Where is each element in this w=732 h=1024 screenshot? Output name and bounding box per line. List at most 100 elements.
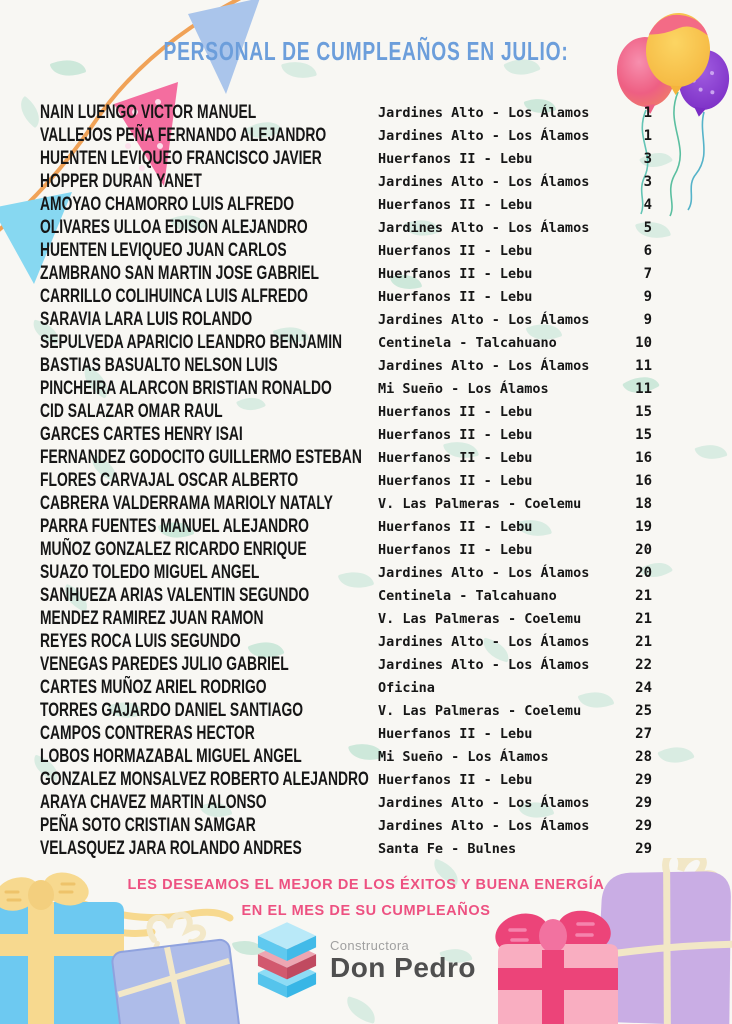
birth-day: 6 (643, 242, 652, 259)
birthday-row: CARTES MUÑOZ ARIEL RODRIGO Oficina 24 (40, 676, 652, 699)
employee-name: AMOYAO CHAMORRO LUIS ALFREDO (40, 193, 295, 215)
work-site: Huerfanos II - Lebu (378, 426, 533, 443)
birthday-row: MENDEZ RAMIREZ JUAN RAMON V. Las Palmera… (40, 607, 652, 630)
employee-name: PINCHEIRA ALARCON BRISTIAN RONALDO (40, 377, 332, 399)
employee-name: LOBOS HORMAZABAL MIGUEL ANGEL (40, 745, 302, 767)
work-site: Huerfanos II - Lebu (378, 288, 533, 305)
work-site: Jardines Alto - Los Álamos (378, 219, 590, 236)
birth-day: 15 (635, 426, 652, 443)
birthday-row: MUÑOZ GONZALEZ RICARDO ENRIQUE Huerfanos… (40, 538, 652, 561)
birthday-row: SEPULVEDA APARICIO LEANDRO BENJAMIN Cent… (40, 331, 652, 354)
birth-day: 24 (635, 679, 652, 696)
logo-company-type: Constructora (329, 938, 410, 953)
birthday-row: CABRERA VALDERRAMA MARIOLY NATALY V. Las… (40, 492, 652, 515)
birth-day: 11 (635, 357, 652, 374)
employee-name: CAMPOS CONTRERAS HECTOR (40, 722, 255, 744)
birth-day: 21 (635, 633, 652, 650)
work-site: Huerfanos II - Lebu (378, 265, 533, 282)
work-site: Jardines Alto - Los Álamos (378, 311, 590, 328)
employee-name: HUENTEN LEVIQUEO JUAN CARLOS (40, 239, 287, 261)
birthday-row: TORRES GAJARDO DANIEL SANTIAGO V. Las Pa… (40, 699, 652, 722)
birth-day: 20 (635, 541, 652, 558)
work-site: Huerfanos II - Lebu (378, 449, 533, 466)
employee-name: SANHUEZA ARIAS VALENTIN SEGUNDO (40, 584, 310, 606)
employee-name: MENDEZ RAMIREZ JUAN RAMON (40, 607, 264, 629)
birth-day: 29 (635, 794, 652, 811)
work-site: Mi Sueño - Los Álamos (378, 748, 549, 765)
employee-name: MUÑOZ GONZALEZ RICARDO ENRIQUE (40, 538, 307, 560)
birthday-row: ARAYA CHAVEZ MARTIN ALONSO Jardines Alto… (40, 791, 652, 814)
employee-name: VENEGAS PAREDES JULIO GABRIEL (40, 653, 289, 675)
birth-day: 7 (643, 265, 652, 282)
employee-name: BASTIAS BASUALTO NELSON LUIS (40, 354, 278, 376)
birth-day: 20 (635, 564, 652, 581)
birthday-row: OLIVARES ULLOA EDISON ALEJANDRO Jardines… (40, 216, 652, 239)
employee-name: SEPULVEDA APARICIO LEANDRO BENJAMIN (40, 331, 343, 353)
birthday-row: PARRA FUENTES MANUEL ALEJANDRO Huerfanos… (40, 515, 652, 538)
birth-day: 9 (643, 311, 652, 328)
work-site: Jardines Alto - Los Álamos (378, 127, 590, 144)
work-site: V. Las Palmeras - Coelemu (378, 610, 582, 627)
birthday-row: GARCES CARTES HENRY ISAI Huerfanos II - … (40, 423, 652, 446)
employee-name: CABRERA VALDERRAMA MARIOLY NATALY (40, 492, 333, 514)
birth-day: 25 (635, 702, 652, 719)
work-site: Jardines Alto - Los Álamos (378, 173, 590, 190)
birth-day: 19 (635, 518, 652, 535)
gift-boxes-left-icon (0, 872, 241, 1024)
birth-day: 11 (635, 380, 652, 397)
birthday-row: GONZALEZ MONSALVEZ ROBERTO ALEJANDRO Hue… (40, 768, 652, 791)
birth-day: 3 (643, 173, 652, 190)
wish-message: LES DESEAMOS EL MEJOR DE LOS ÉXITOS Y BU… (0, 872, 732, 924)
work-site: Jardines Alto - Los Álamos (378, 357, 590, 374)
birth-day: 29 (635, 840, 652, 857)
birthday-row: FERNANDEZ GODOCITO GUILLERMO ESTEBAN Hue… (40, 446, 652, 469)
birthday-row: HUENTEN LEVIQUEO JUAN CARLOS Huerfanos I… (40, 239, 652, 262)
work-site: Santa Fe - Bulnes (378, 840, 517, 857)
birthday-row: REYES ROCA LUIS SEGUNDO Jardines Alto - … (40, 630, 652, 653)
birthday-row: FLORES CARVAJAL OSCAR ALBERTO Huerfanos … (40, 469, 652, 492)
logo-mark-icon (257, 922, 317, 998)
birthday-row: SUAZO TOLEDO MIGUEL ANGEL Jardines Alto … (40, 561, 652, 584)
work-site: Huerfanos II - Lebu (378, 541, 533, 558)
work-site: Huerfanos II - Lebu (378, 771, 533, 788)
birth-day: 15 (635, 403, 652, 420)
birthday-row: HOPPER DURAN YANET Jardines Alto - Los Á… (40, 170, 652, 193)
leaf-decoration (694, 438, 728, 466)
birthday-row: SANHUEZA ARIAS VALENTIN SEGUNDO Centinel… (40, 584, 652, 607)
birthday-row: LOBOS HORMAZABAL MIGUEL ANGEL Mi Sueño -… (40, 745, 652, 768)
work-site: Huerfanos II - Lebu (378, 150, 533, 167)
birthday-row: VALLEJOS PEÑA FERNANDO ALEJANDRO Jardine… (40, 124, 652, 147)
birth-day: 1 (643, 127, 652, 144)
work-site: Jardines Alto - Los Álamos (378, 817, 590, 834)
employee-name: VELASQUEZ JARA ROLANDO ANDRES (40, 837, 302, 859)
employee-name: NAIN LUENGO VICTOR MANUEL (40, 101, 257, 123)
employee-name: SUAZO TOLEDO MIGUEL ANGEL (40, 561, 260, 583)
birthday-row: PEÑA SOTO CRISTIAN SAMGAR Jardines Alto … (40, 814, 652, 837)
employee-name: REYES ROCA LUIS SEGUNDO (40, 630, 241, 652)
birthday-row: ZAMBRANO SAN MARTIN JOSE GABRIEL Huerfan… (40, 262, 652, 285)
work-site: Centinela - Talcahuano (378, 334, 557, 351)
birthday-row: CID SALAZAR OMAR RAUL Huerfanos II - Leb… (40, 400, 652, 423)
birthday-row: AMOYAO CHAMORRO LUIS ALFREDO Huerfanos I… (40, 193, 652, 216)
birthday-row: SARAVIA LARA LUIS ROLANDO Jardines Alto … (40, 308, 652, 331)
birth-day: 1 (643, 104, 652, 121)
birthday-row: PINCHEIRA ALARCON BRISTIAN RONALDO Mi Su… (40, 377, 652, 400)
birth-day: 5 (643, 219, 652, 236)
work-site: Jardines Alto - Los Álamos (378, 633, 590, 650)
work-site: Huerfanos II - Lebu (378, 518, 533, 535)
work-site: V. Las Palmeras - Coelemu (378, 495, 582, 512)
birth-day: 4 (643, 196, 652, 213)
employee-name: CARRILLO COLIHUINCA LUIS ALFREDO (40, 285, 308, 307)
employee-name: FLORES CARVAJAL OSCAR ALBERTO (40, 469, 299, 491)
birth-day: 28 (635, 748, 652, 765)
birth-day: 27 (635, 725, 652, 742)
employee-name: SARAVIA LARA LUIS ROLANDO (40, 308, 253, 330)
work-site: Huerfanos II - Lebu (378, 725, 533, 742)
birthday-row: BASTIAS BASUALTO NELSON LUIS Jardines Al… (40, 354, 652, 377)
work-site: Huerfanos II - Lebu (378, 472, 533, 489)
work-site: Jardines Alto - Los Álamos (378, 104, 590, 121)
birthday-row: VENEGAS PAREDES JULIO GABRIEL Jardines A… (40, 653, 652, 676)
leaf-decoration (342, 996, 380, 1024)
wish-line-2: EN EL MES DE SU CUMPLEAÑOS (241, 903, 491, 919)
employee-name: TORRES GAJARDO DANIEL SANTIAGO (40, 699, 304, 721)
